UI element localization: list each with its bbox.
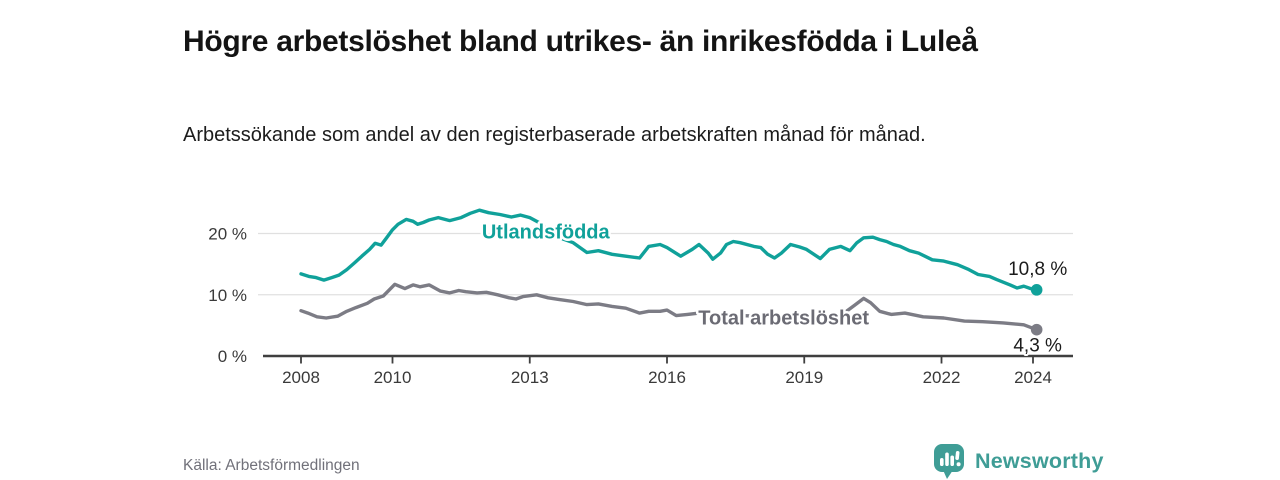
series-label-total-arbetsl-shet: Total arbetslöshet (698, 307, 869, 329)
series-end-value-total-arbetsl-shet: 4,3 % (1013, 336, 1062, 357)
x-tick-label: 2013 (511, 368, 549, 387)
x-tick-label: 2016 (648, 368, 686, 387)
chart-subtitle: Arbetssökande som andel av den registerb… (183, 124, 926, 146)
x-tick-label: 2008 (282, 368, 320, 387)
source-note: Källa: Arbetsförmedlingen (183, 457, 360, 474)
series-line-total-arbetsl-shet (299, 282, 1039, 332)
series-end-dot-total-arbetsl-shet (1030, 323, 1043, 336)
y-tick-label: 10 % (208, 286, 247, 305)
x-tick-label: 2022 (923, 368, 961, 387)
series-end-value-utlandsf-dda: 10,8 % (1008, 259, 1067, 280)
series-label-utlandsf-dda: Utlandsfödda (482, 222, 611, 244)
page-title: Högre arbetslöshet bland utrikes- än inr… (183, 25, 978, 59)
y-tick-label: 20 % (208, 225, 247, 244)
newsworthy-badge-icon (934, 444, 964, 479)
x-tick-label: 2019 (785, 368, 823, 387)
newsworthy-wordmark: Newsworthy (975, 449, 1104, 473)
series-end-dot-utlandsf-dda (1030, 284, 1043, 296)
x-tick-label: 2024 (1014, 368, 1052, 387)
x-tick-label: 2010 (374, 368, 412, 387)
y-tick-label: 0 % (218, 347, 247, 366)
newsworthy-logo[interactable]: Newsworthy (933, 443, 1104, 480)
series-line-utlandsf-dda (299, 208, 1039, 292)
